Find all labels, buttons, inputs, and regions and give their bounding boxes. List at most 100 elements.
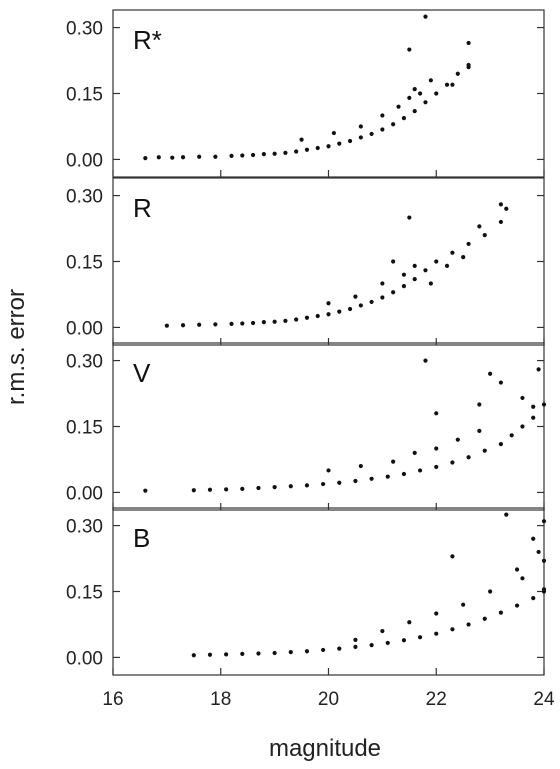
- data-point: [498, 380, 503, 385]
- data-point: [482, 616, 487, 621]
- data-point: [197, 154, 202, 159]
- data-point: [272, 319, 277, 324]
- data-point: [250, 152, 256, 158]
- data-point: [444, 263, 450, 268]
- data-point: [347, 138, 353, 144]
- data-point: [369, 131, 374, 137]
- y-tick-label: 0.00: [66, 318, 103, 339]
- data-point: [423, 100, 428, 105]
- data-point: [353, 294, 358, 299]
- data-point: [541, 519, 547, 524]
- data-point: [514, 567, 520, 572]
- data-point: [380, 127, 385, 132]
- data-point: [450, 627, 455, 632]
- panel-frame: [112, 342, 545, 511]
- data-point: [315, 313, 320, 319]
- data-point: [337, 141, 342, 146]
- data-point: [283, 318, 288, 323]
- data-point: [412, 276, 417, 282]
- data-point: [477, 428, 482, 433]
- y-tick-label: 0.00: [66, 648, 103, 669]
- panel-3: 0.00 0.15 0.30 V: [66, 342, 547, 511]
- data-point: [240, 486, 245, 492]
- data-point: [170, 155, 175, 160]
- data-point: [450, 460, 455, 465]
- data-point: [434, 464, 439, 470]
- data-point: [288, 484, 293, 489]
- data-point: [407, 95, 412, 100]
- data-point: [434, 91, 439, 96]
- data-point: [337, 480, 342, 485]
- data-point: [143, 156, 148, 161]
- panel-label: R*: [133, 25, 162, 55]
- data-point: [358, 135, 363, 140]
- data-point: [391, 459, 396, 464]
- panel-2: 0.00 0.15 0.30 R: [66, 177, 545, 346]
- data-point: [477, 402, 482, 407]
- data-point: [207, 652, 213, 657]
- data-point: [531, 536, 536, 541]
- data-point: [272, 485, 277, 490]
- data-point: [326, 301, 331, 306]
- panel-label: R: [133, 193, 152, 223]
- panel-frame: [112, 507, 545, 676]
- data-point: [401, 284, 407, 289]
- data-point: [337, 646, 342, 651]
- data-point: [423, 358, 428, 363]
- data-point: [326, 468, 331, 473]
- data-point: [466, 455, 471, 460]
- data-point: [380, 113, 385, 118]
- data-point: [358, 463, 363, 469]
- data-point: [224, 487, 229, 492]
- data-point: [455, 437, 460, 442]
- data-point: [482, 448, 487, 453]
- data-point: [353, 637, 358, 642]
- data-point: [428, 281, 433, 286]
- data-point: [380, 628, 385, 634]
- data-point: [401, 638, 407, 643]
- data-point: [143, 488, 148, 493]
- data-point: [428, 78, 433, 83]
- y-axis-title: r.m.s. error: [3, 289, 30, 405]
- data-point: [294, 317, 299, 322]
- data-point: [412, 263, 417, 268]
- data-point: [385, 640, 390, 646]
- data-point: [509, 433, 514, 438]
- data-point: [488, 371, 493, 376]
- y-tick-label: 0.15: [66, 253, 103, 274]
- data-point: [391, 290, 396, 295]
- panel-1: 0.00 0.15 0.30 R*: [66, 9, 545, 178]
- data-point: [461, 602, 466, 607]
- panel-frame: [112, 177, 545, 346]
- data-point: [326, 144, 331, 149]
- data-point: [466, 40, 471, 46]
- data-point: [423, 268, 428, 273]
- data-point: [156, 155, 161, 160]
- data-point: [531, 415, 536, 420]
- x-tick-label: 16: [102, 689, 123, 710]
- data-point: [358, 124, 363, 129]
- data-point: [331, 130, 336, 136]
- data-point: [191, 488, 196, 493]
- data-point: [482, 233, 487, 238]
- data-point: [407, 620, 412, 625]
- data-point: [450, 554, 455, 559]
- data-point: [541, 558, 547, 563]
- data-point: [401, 471, 407, 477]
- data-point: [466, 622, 471, 627]
- data-point: [224, 652, 229, 657]
- y-tick-label: 0.15: [66, 583, 103, 604]
- data-point: [391, 122, 396, 127]
- panel-4: 0.00 0.15 0.30 B: [66, 507, 547, 676]
- data-point: [434, 446, 439, 451]
- data-point: [385, 474, 390, 479]
- data-point: [504, 206, 509, 211]
- y-tick-label: 0.15: [66, 418, 103, 439]
- panel-label: V: [133, 358, 151, 388]
- data-point: [541, 589, 547, 594]
- data-point: [164, 323, 169, 328]
- data-point: [304, 315, 310, 320]
- data-point: [304, 483, 310, 488]
- panels: 0.00 0.15 0.30 R* 0.00 0.15 0.30 R 0.00 0.15 0.30 V…: [66, 9, 547, 676]
